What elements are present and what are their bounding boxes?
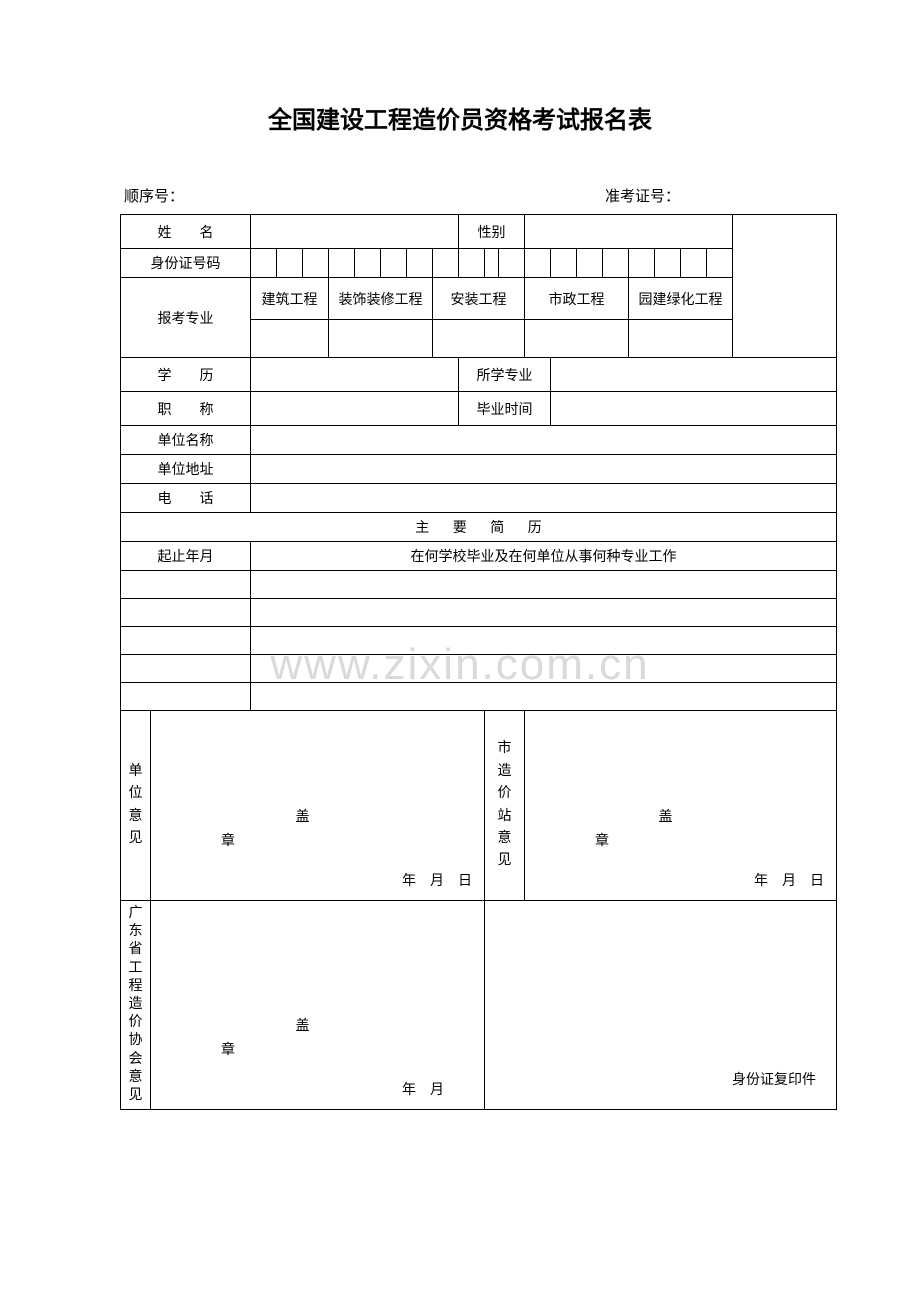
resume-field[interactable] bbox=[251, 627, 837, 655]
major1-check[interactable] bbox=[251, 320, 329, 358]
id-cell[interactable] bbox=[629, 249, 655, 278]
registration-form-table: 姓 名 性别 身份证号码 bbox=[120, 214, 837, 1110]
resume-field[interactable] bbox=[251, 571, 837, 599]
period-field[interactable] bbox=[121, 571, 251, 599]
unit-opinion-label: 单位意见 bbox=[121, 711, 151, 901]
id-cell[interactable] bbox=[277, 249, 303, 278]
id-cell[interactable] bbox=[525, 249, 551, 278]
id-cell[interactable] bbox=[355, 249, 381, 278]
resume-desc-label: 在何学校毕业及在何单位从事何种专业工作 bbox=[251, 542, 837, 571]
resume-field[interactable] bbox=[251, 683, 837, 711]
id-cell[interactable] bbox=[499, 249, 525, 278]
major3-check[interactable] bbox=[433, 320, 525, 358]
id-cell[interactable] bbox=[551, 249, 577, 278]
id-no-label: 身份证号码 bbox=[121, 249, 251, 278]
exam-major-label: 报考专业 bbox=[121, 278, 251, 358]
studied-major-field[interactable] bbox=[551, 358, 837, 392]
phone-label: 电 话 bbox=[121, 484, 251, 513]
city-opinion-field[interactable]: 盖 章 年 月 日 bbox=[525, 711, 837, 901]
title-rank-field[interactable] bbox=[251, 392, 459, 426]
title-rank-label: 职 称 bbox=[121, 392, 251, 426]
education-label: 学 历 bbox=[121, 358, 251, 392]
period-field[interactable] bbox=[121, 683, 251, 711]
resume-field[interactable] bbox=[251, 655, 837, 683]
address-label: 单位地址 bbox=[121, 455, 251, 484]
name-field[interactable] bbox=[251, 215, 459, 249]
header-row: 顺序号： 准考证号： bbox=[120, 185, 800, 206]
company-label: 单位名称 bbox=[121, 426, 251, 455]
id-cell[interactable] bbox=[329, 249, 355, 278]
id-cell[interactable] bbox=[251, 249, 277, 278]
id-cell[interactable] bbox=[485, 249, 499, 278]
resume-field[interactable] bbox=[251, 599, 837, 627]
seq-label: 顺序号： bbox=[124, 185, 315, 206]
id-cell[interactable] bbox=[577, 249, 603, 278]
grad-time-field[interactable] bbox=[551, 392, 837, 426]
major4-check[interactable] bbox=[525, 320, 629, 358]
period-label: 起止年月 bbox=[121, 542, 251, 571]
gender-label: 性别 bbox=[459, 215, 525, 249]
major2-check[interactable] bbox=[329, 320, 433, 358]
form-title: 全国建设工程造价员资格考试报名表 bbox=[120, 100, 800, 135]
grad-time-label: 毕业时间 bbox=[459, 392, 551, 426]
photo-area bbox=[733, 215, 837, 358]
major5-check[interactable] bbox=[629, 320, 733, 358]
major3-label: 安装工程 bbox=[433, 278, 525, 320]
id-cell[interactable] bbox=[459, 249, 485, 278]
resume-header: 主 要 简 历 bbox=[121, 513, 837, 542]
id-cell[interactable] bbox=[303, 249, 329, 278]
studied-major-label: 所学专业 bbox=[459, 358, 551, 392]
id-copy-area: 身份证复印件 bbox=[485, 901, 837, 1110]
id-cell[interactable] bbox=[603, 249, 629, 278]
major5-label: 园建绿化工程 bbox=[629, 278, 733, 320]
province-opinion-field[interactable]: 盖 章 年 月 bbox=[151, 901, 485, 1110]
major1-label: 建筑工程 bbox=[251, 278, 329, 320]
name-label: 姓 名 bbox=[121, 215, 251, 249]
province-opinion-label: 广东省工程造价协会意见 bbox=[121, 901, 151, 1110]
major2-label: 装饰装修工程 bbox=[329, 278, 433, 320]
exam-no-label: 准考证号： bbox=[315, 185, 796, 206]
gender-field[interactable] bbox=[525, 215, 733, 249]
city-opinion-label: 市造价站意见 bbox=[485, 711, 525, 901]
phone-field[interactable] bbox=[251, 484, 837, 513]
period-field[interactable] bbox=[121, 627, 251, 655]
unit-opinion-field[interactable]: 盖 章 年 月 日 bbox=[151, 711, 485, 901]
major4-label: 市政工程 bbox=[525, 278, 629, 320]
address-field[interactable] bbox=[251, 455, 837, 484]
id-cell[interactable] bbox=[381, 249, 407, 278]
id-cell[interactable] bbox=[681, 249, 707, 278]
company-field[interactable] bbox=[251, 426, 837, 455]
education-field[interactable] bbox=[251, 358, 459, 392]
period-field[interactable] bbox=[121, 599, 251, 627]
period-field[interactable] bbox=[121, 655, 251, 683]
id-cell[interactable] bbox=[655, 249, 681, 278]
id-cell[interactable] bbox=[433, 249, 459, 278]
id-cell[interactable] bbox=[407, 249, 433, 278]
